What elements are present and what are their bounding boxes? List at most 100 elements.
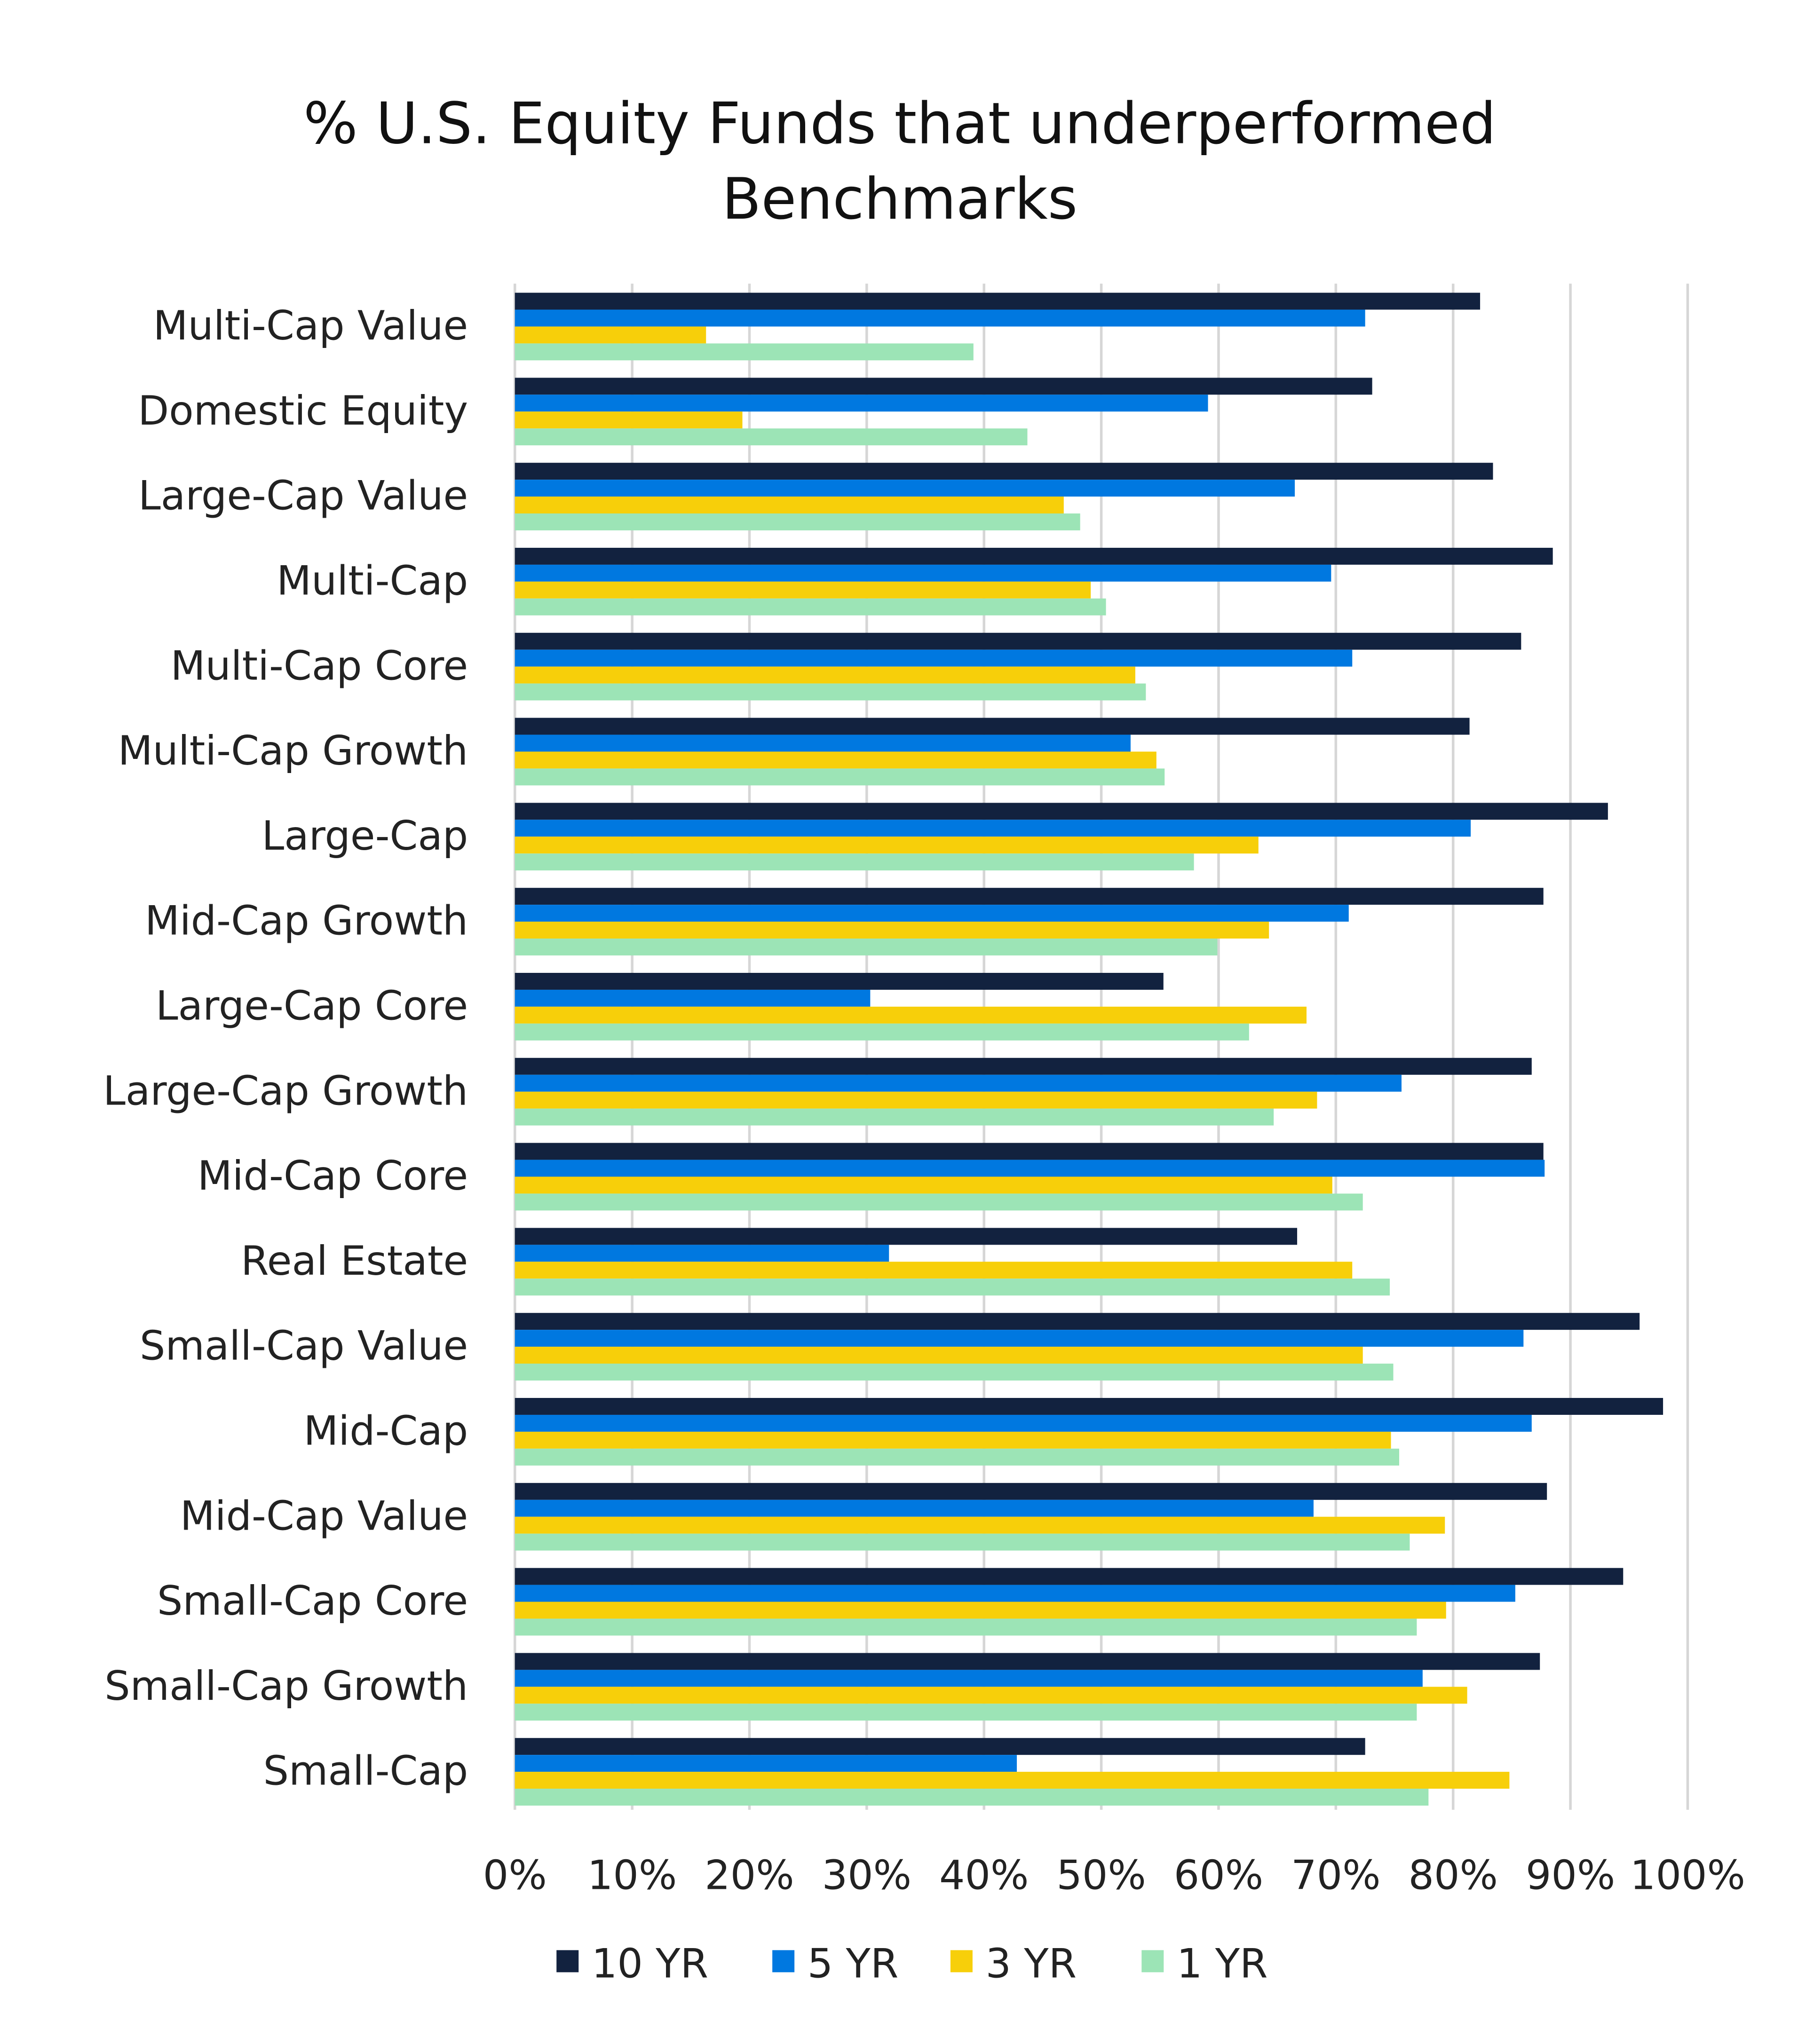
category-label: Mid-Cap Growth [145,898,468,945]
bar-3-yr [515,497,1064,513]
bar-1-yr [515,1533,1410,1551]
bar-1-yr [515,513,1080,530]
bar-3-yr [515,326,706,344]
bar-3-yr [515,1687,1467,1704]
bar-3-yr [515,666,1135,684]
bar-5-yr [515,1245,889,1262]
bar-10-yr [515,1398,1663,1415]
bar-3-yr [515,837,1259,854]
bar-10-yr [515,718,1470,735]
bar-10-yr [515,292,1481,310]
bars [515,292,1663,1806]
category-labels: Multi-Cap Value Domestic Equity Large-Cap … [103,302,468,1795]
gridlines [514,284,1689,1810]
category-label: Small-Cap Growth [104,1663,468,1710]
category-label: Small-Cap Value [140,1323,468,1370]
bar-3-yr [515,1772,1510,1789]
bar-5-yr [515,1074,1402,1092]
category-label: Mid-Cap [303,1408,468,1455]
bar-3-yr [515,1602,1446,1619]
category-label: Small-Cap [263,1748,468,1795]
bar-5-yr [515,820,1471,837]
bar-1-yr [515,1364,1394,1381]
x-tick-label: 50% [1056,1852,1146,1899]
legend: 10 YR 5 YR 3 YR 1 YR [556,1940,1268,1987]
bar-10-yr [515,888,1544,905]
bar-10-yr [515,972,1164,990]
bar-10-yr [515,803,1608,820]
x-tick-label: 70% [1291,1852,1380,1899]
bar-3-yr [515,411,743,429]
bar-10-yr [515,1143,1544,1160]
bar-3-yr [515,1347,1363,1364]
bar-5-yr [515,1330,1524,1347]
x-tick-label: 0% [483,1852,547,1899]
category-label: Multi-Cap Core [171,642,468,689]
x-tick-label: 80% [1408,1852,1497,1899]
legend-label: 10 YR [592,1940,708,1987]
bar-10-yr [515,547,1553,565]
bar-5-yr [515,905,1349,922]
category-label: Mid-Cap Core [198,1152,468,1200]
legend-swatch [772,1950,795,1973]
category-label: Domestic Equity [138,387,468,434]
bar-5-yr [515,480,1295,497]
bar-5-yr [515,1499,1314,1517]
bar-3-yr [515,751,1156,769]
x-tick-labels: 0% 10% 20% 30% 40% 50% 60% 70% 80% 90% 100% [483,1852,1745,1899]
category-label: Large-Cap [262,813,468,860]
legend-swatch [1141,1950,1164,1973]
bar-1-yr [515,1023,1249,1041]
legend-swatch [556,1950,579,1973]
bar-10-yr [515,378,1372,395]
legend-swatch [950,1950,973,1973]
bar-5-yr [515,989,871,1007]
bar-10-yr [515,1228,1298,1245]
bar-5-yr [515,309,1365,327]
bar-5-yr [515,1585,1515,1602]
bar-1-yr [515,1193,1363,1211]
category-label: Real Estate [241,1238,468,1285]
bar-5-yr [515,1414,1532,1432]
category-label: Multi-Cap Growth [118,727,468,774]
bar-1-yr [515,939,1218,955]
x-tick-label: 30% [822,1852,911,1899]
bar-3-yr [515,1006,1307,1024]
bar-5-yr [515,564,1331,582]
bar-5-yr [515,1755,1017,1772]
chart-title-line-1: % U.S. Equity Funds that underperformed [303,90,1496,157]
x-tick-label: 60% [1174,1852,1263,1899]
bar-10-yr [515,1738,1365,1755]
bar-5-yr [515,395,1208,412]
bar-3-yr [515,1431,1391,1449]
legend-label: 3 YR [986,1940,1077,1987]
bar-3-yr [515,581,1091,599]
x-tick-label: 40% [939,1852,1029,1899]
category-label: Large-Cap Core [156,983,468,1030]
bar-1-yr [515,1618,1417,1636]
category-label: Mid-Cap Value [180,1492,468,1539]
bar-10-yr [515,463,1493,480]
bar-1-yr [515,768,1165,786]
category-label: Large-Cap Growth [103,1067,468,1114]
bar-10-yr [515,1313,1640,1330]
category-label: Multi-Cap [277,558,468,605]
bar-1-yr [515,1448,1399,1466]
legend-label: 1 YR [1177,1940,1268,1987]
bar-3-yr [515,922,1269,939]
bar-1-yr [515,343,974,361]
bar-3-yr [515,1091,1317,1109]
bar-1-yr [515,853,1194,871]
bar-1-yr [515,428,1028,446]
bar-1-yr [515,1704,1417,1721]
bar-10-yr [515,1568,1624,1585]
category-label: Large-Cap Value [138,473,468,520]
bar-10-yr [515,1653,1540,1670]
bar-10-yr [515,1058,1532,1075]
category-label: Multi-Cap Value [153,302,468,349]
x-tick-label: 20% [705,1852,794,1899]
bar-10-yr [515,1483,1547,1500]
bar-1-yr [515,683,1146,701]
bar-5-yr [515,734,1131,752]
